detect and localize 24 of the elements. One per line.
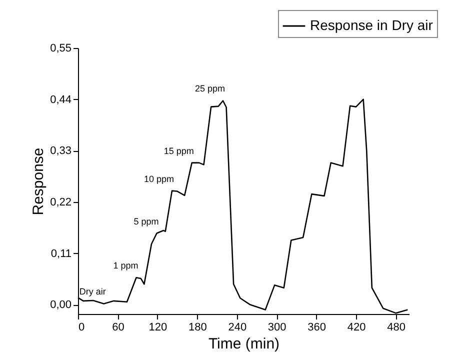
y-axis-title: Response xyxy=(30,148,48,216)
y-tick-label: 0,11 xyxy=(50,248,72,260)
annotation: 10 ppm xyxy=(144,174,174,184)
x-tick-label: 0 xyxy=(78,322,85,334)
y-tick-label: 0,22 xyxy=(50,196,72,208)
x-axis-title: Time (min) xyxy=(208,336,280,352)
y-tick-label: 0,00 xyxy=(50,299,72,312)
y-tick-label: 0,55 xyxy=(50,42,72,54)
annotation: 25 ppm xyxy=(194,84,225,94)
x-tick-label: 240 xyxy=(228,322,247,334)
x-tick-label: 60 xyxy=(112,322,124,334)
annotation: 1 ppm xyxy=(113,260,138,271)
x-tick-label: 120 xyxy=(148,322,168,334)
x-tick-label: 360 xyxy=(308,322,326,334)
x-tick-label: 300 xyxy=(268,322,286,334)
x-tick-label: 180 xyxy=(188,322,207,334)
annotation: 5 ppm xyxy=(134,216,159,226)
y-tick-label: 0,33 xyxy=(50,145,72,158)
annotation: Dry air xyxy=(79,286,106,297)
x-tick-label: 480 xyxy=(387,322,406,334)
y-tick-label: 0,44 xyxy=(50,94,72,106)
legend-label: Response in Dry air xyxy=(310,17,434,33)
x-tick-label: 420 xyxy=(347,322,366,334)
annotation: 15 ppm xyxy=(164,146,194,156)
